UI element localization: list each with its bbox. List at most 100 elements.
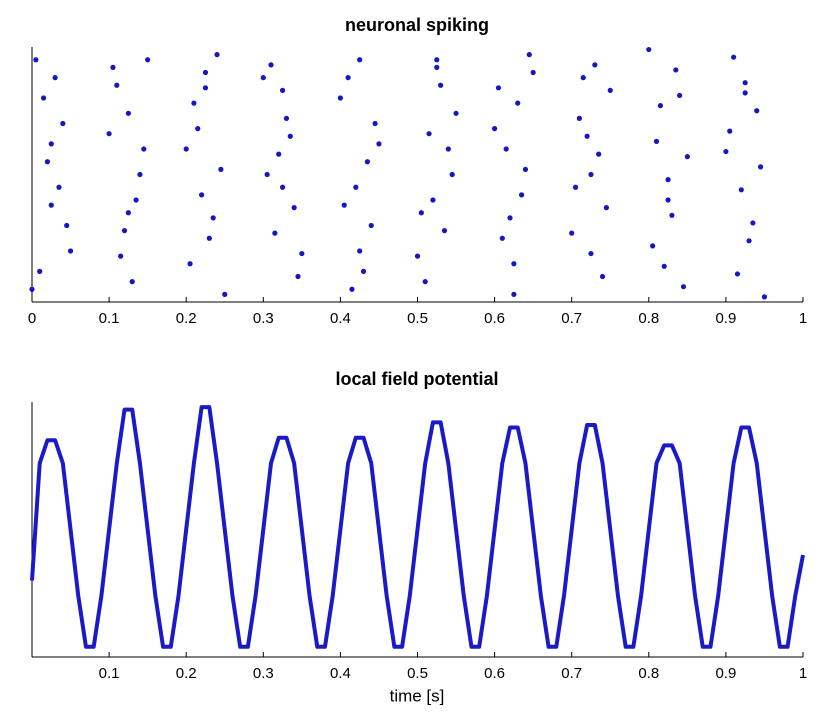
spike-dot <box>372 120 378 127</box>
spike-dot <box>364 159 370 165</box>
x-tick-label: 0.2 <box>176 310 197 327</box>
spike-dot <box>337 95 343 101</box>
spike-dot <box>199 192 205 198</box>
spike-dot <box>434 64 440 70</box>
chart-title: local field potential <box>335 369 498 389</box>
spike-dot <box>515 100 521 106</box>
spike-dot <box>360 268 367 274</box>
spike-dot <box>37 268 43 274</box>
spike-dot <box>33 57 39 63</box>
spike-dot <box>530 69 536 76</box>
spike-dot <box>137 171 143 178</box>
spike-dot <box>145 57 151 63</box>
x-tick-label: 0.1 <box>99 665 120 682</box>
spike-dot <box>526 52 532 58</box>
spike-dot <box>646 46 652 53</box>
x-tick-label: 1 <box>799 665 807 682</box>
spike-dot <box>291 205 297 211</box>
spike-dot <box>64 222 70 229</box>
lfp-line <box>30 405 805 649</box>
spike-dot <box>503 146 509 152</box>
spike-dot <box>588 250 594 257</box>
spike-dot <box>206 235 212 241</box>
spike-dot <box>187 261 193 267</box>
spike-dot <box>48 202 54 208</box>
spike-dot <box>353 184 359 190</box>
spike-dot <box>368 222 374 229</box>
spike-dot <box>757 164 764 170</box>
spike-dot <box>495 85 502 91</box>
spike-dot <box>677 92 683 99</box>
x-tick-label: 0.3 <box>253 310 274 327</box>
spike-dot <box>268 62 274 68</box>
spike-dot <box>357 57 363 63</box>
x-tick-label: 0.3 <box>253 665 274 682</box>
spike-dot <box>569 230 575 236</box>
spike-dot <box>56 184 62 190</box>
spike-dot <box>67 248 74 254</box>
spike-dot <box>295 273 301 280</box>
spike-dot <box>572 184 579 190</box>
spike-dot <box>214 52 220 58</box>
x-tick-label: 0.6 <box>484 665 505 682</box>
spike-dot <box>118 253 124 259</box>
spike-dot <box>279 87 286 93</box>
spike-dot <box>453 110 459 116</box>
spike-dot <box>492 126 498 132</box>
spike-dot <box>299 250 305 257</box>
spike-dot <box>738 187 744 193</box>
x-tick-label: 0.6 <box>484 310 505 327</box>
x-tick-label: 0.7 <box>561 665 582 682</box>
spike-dot <box>746 238 752 244</box>
spike-dot <box>511 291 517 297</box>
x-tick-label: 0.4 <box>330 665 351 682</box>
spike-dot <box>661 263 667 269</box>
spike-dot <box>669 212 675 218</box>
spike-dot <box>183 146 189 152</box>
spike-dot <box>680 284 687 290</box>
spike-dot <box>110 64 116 70</box>
spike-dot <box>133 197 139 203</box>
spike-dot <box>511 261 517 267</box>
spike-dot <box>422 279 428 285</box>
spike-dot <box>141 146 147 152</box>
spike-dot <box>191 100 197 106</box>
x-tick-label: 0.2 <box>176 665 197 682</box>
spike-dot <box>684 154 690 160</box>
spike-dot <box>592 62 598 68</box>
spike-dot <box>449 171 455 178</box>
spike-dot <box>357 248 363 254</box>
chart-title: neuronal spiking <box>345 15 489 35</box>
spike-dot <box>657 103 663 109</box>
spike-dot <box>52 75 58 81</box>
spike-dot <box>650 243 656 249</box>
spike-dot <box>418 210 424 216</box>
x-tick-label: 1 <box>799 310 807 327</box>
spike-dot <box>731 54 737 60</box>
spike-dot <box>287 133 293 139</box>
spike-dot <box>434 57 440 63</box>
spike-dot <box>754 108 760 114</box>
spike-dot <box>129 279 135 285</box>
spike-dot <box>599 273 606 280</box>
spike-dot <box>222 291 228 297</box>
x-tick-label: 0 <box>28 310 36 327</box>
spike-dot <box>596 151 602 157</box>
spike-dot <box>750 220 756 226</box>
spike-dot <box>29 286 35 292</box>
spike-dot <box>665 197 671 203</box>
spike-dot <box>202 85 209 91</box>
spike-dot <box>121 228 128 234</box>
spike-dot <box>48 141 54 147</box>
spike-dot <box>376 141 382 147</box>
spike-dot <box>522 166 529 172</box>
spike-dot <box>44 159 51 165</box>
spike-dot <box>603 205 609 211</box>
spike-dot <box>438 82 444 88</box>
x-tick-label: 0.9 <box>715 310 736 327</box>
spike-dot <box>106 131 112 137</box>
spike-dot <box>218 166 224 172</box>
spike-dot <box>580 75 586 81</box>
x-tick-label: 0.8 <box>638 665 659 682</box>
spike-dot <box>742 90 748 96</box>
